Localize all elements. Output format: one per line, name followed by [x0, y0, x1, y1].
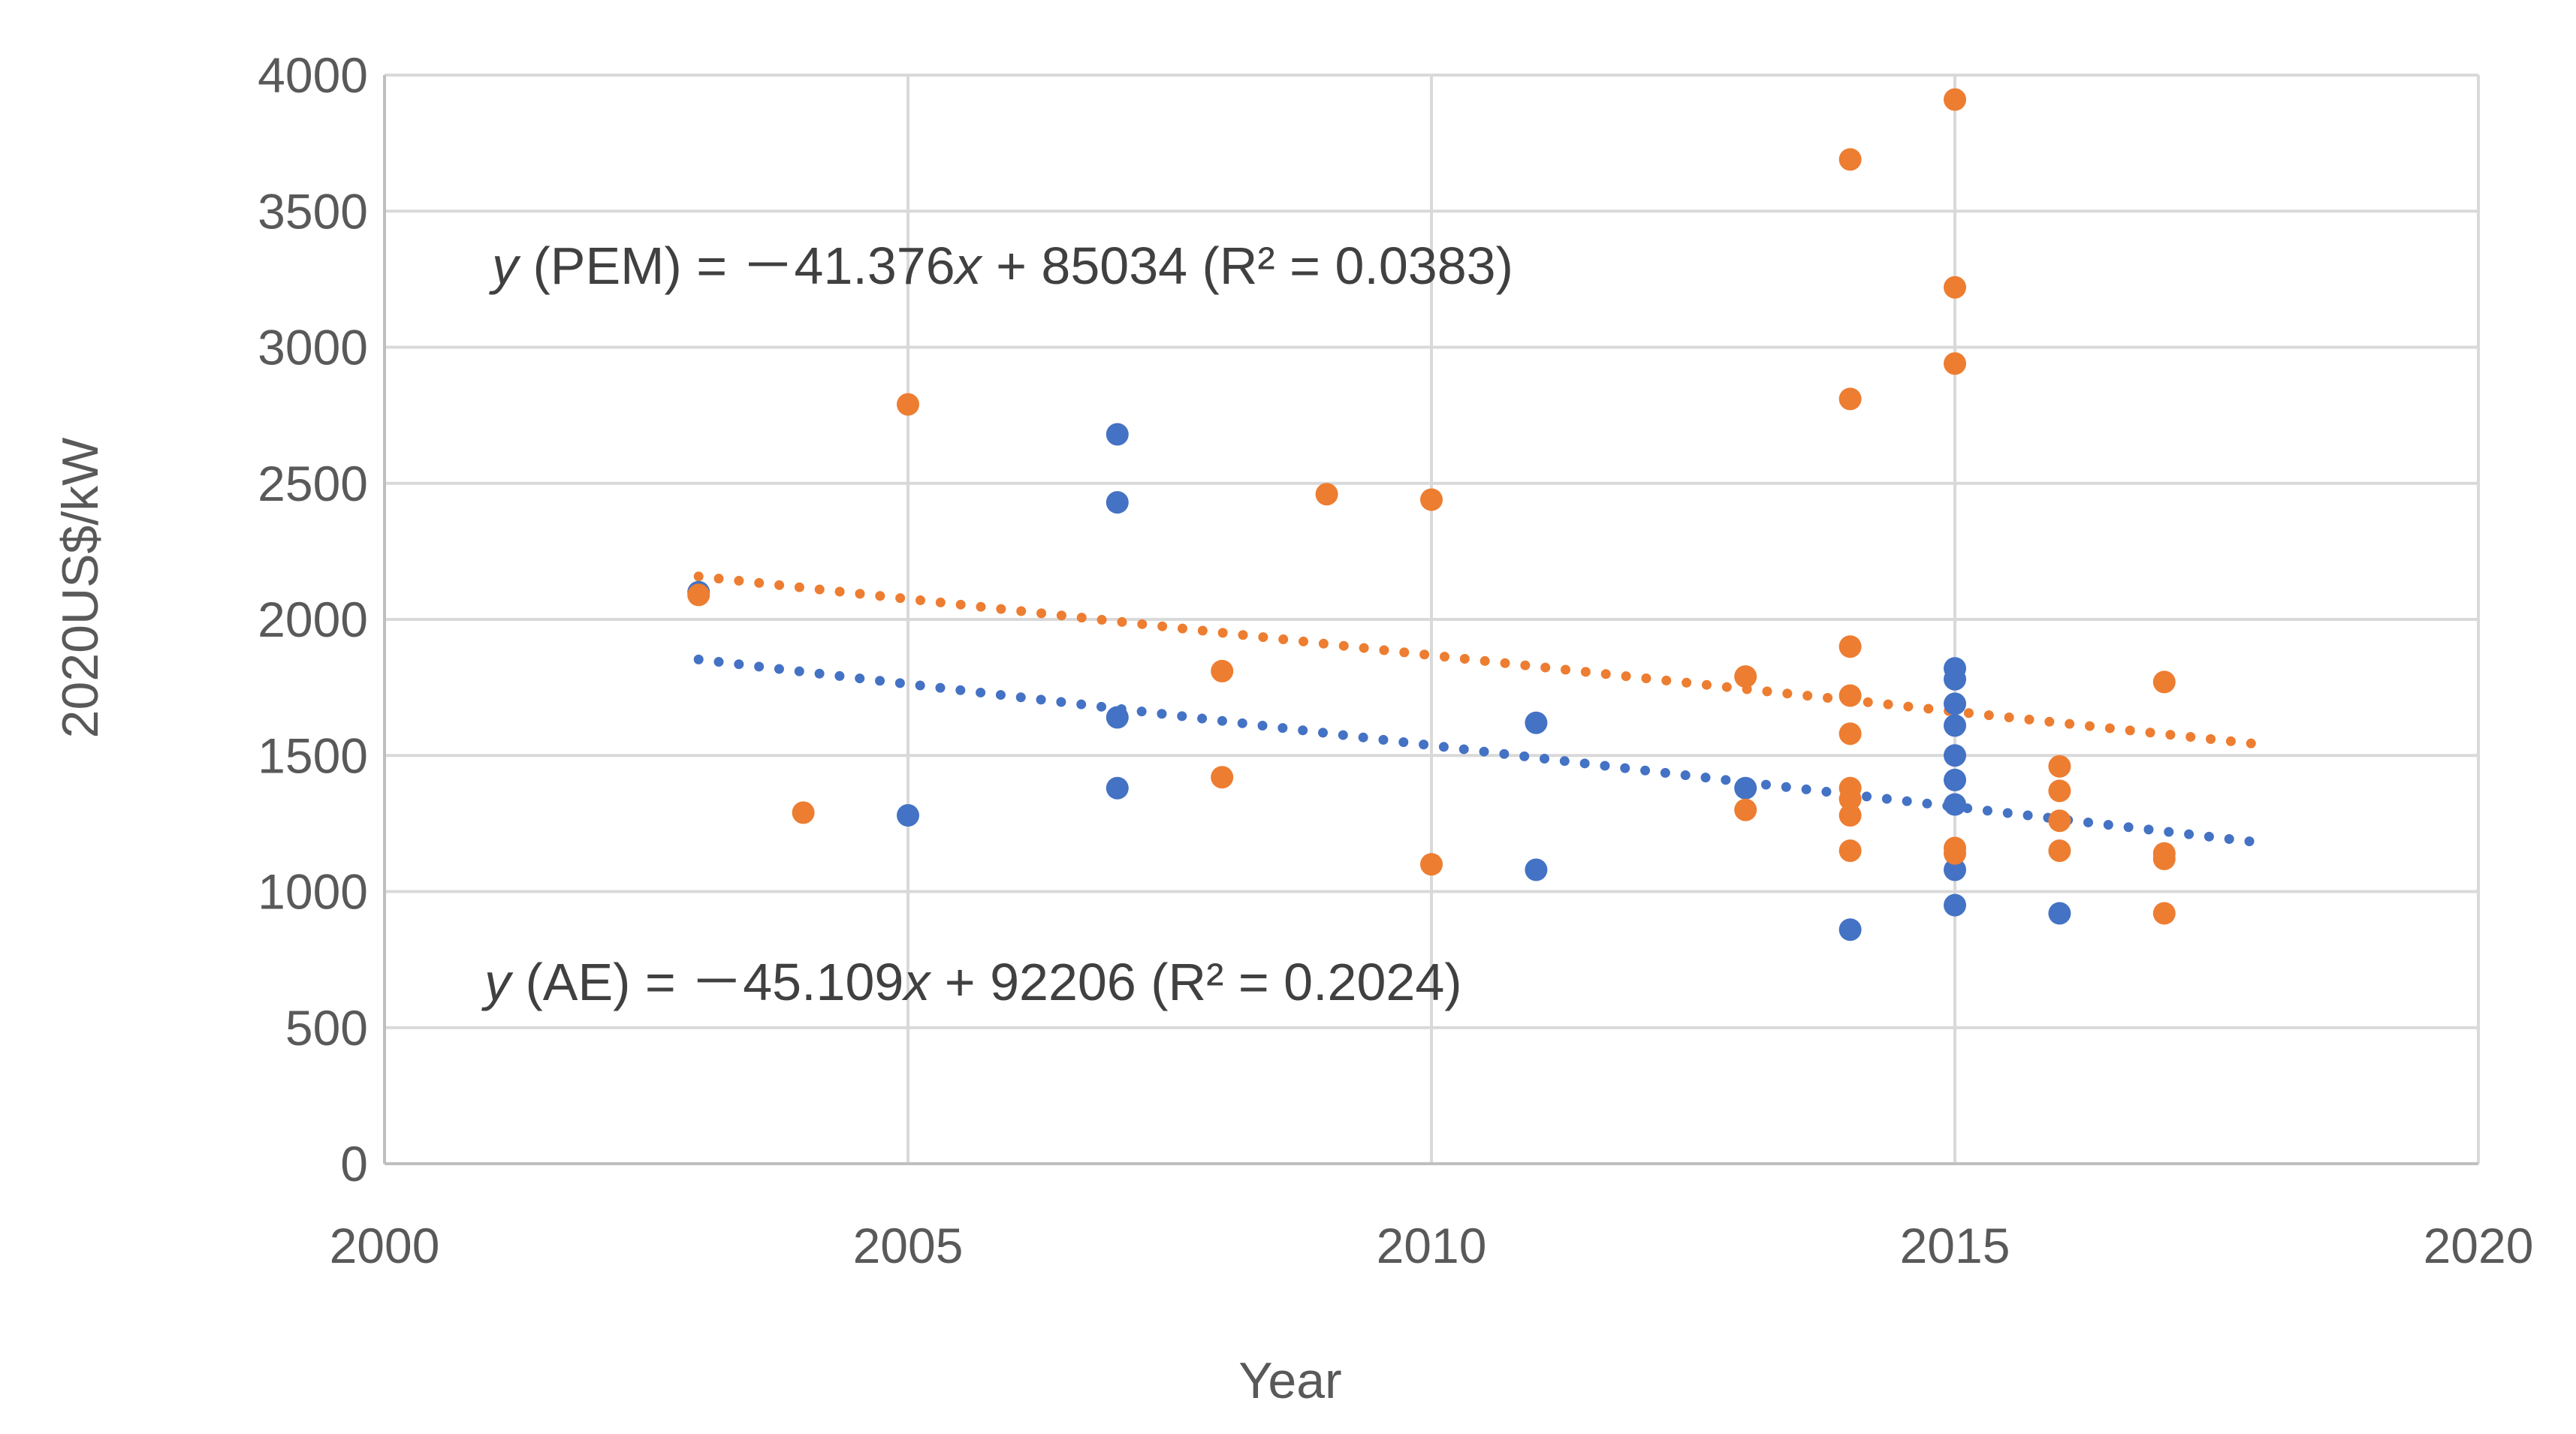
pem-data-point — [792, 801, 815, 824]
pem-data-point — [1838, 722, 1862, 746]
ae-equation-rest: + 92206 (R² = 0.2024) — [930, 953, 1461, 1011]
y-tick-label: 4000 — [258, 47, 368, 103]
pem-data-point — [1838, 387, 1862, 411]
ae-data-point — [1944, 667, 1966, 691]
pem-data-point — [1838, 635, 1862, 658]
pem-data-point — [1838, 684, 1862, 707]
pem-data-point — [1944, 88, 1966, 111]
ae-data-point — [1525, 711, 1548, 734]
ae-data-point — [1525, 858, 1548, 881]
y-tick-label: 1500 — [258, 728, 368, 783]
pem-data-point — [2152, 670, 2176, 694]
pem-data-point — [2152, 848, 2176, 870]
y-tick-label: 2500 — [258, 456, 368, 511]
ae-data-point — [2048, 902, 2071, 925]
data-points — [687, 88, 2176, 941]
pem-data-point — [687, 583, 710, 607]
pem-data-point — [1734, 798, 1757, 821]
pem-equation-x: x — [953, 236, 984, 295]
pem-data-point — [2048, 839, 2071, 863]
ae-equation-x: x — [901, 953, 932, 1011]
pem-equation-label: (PEM) = －41.376 — [518, 236, 955, 295]
ae-data-point — [1944, 793, 1966, 816]
y-tick-label: 500 — [285, 1000, 368, 1056]
pem-data-point — [2048, 755, 2071, 778]
pem-data-point — [897, 393, 919, 416]
pem-data-point — [1944, 352, 1966, 375]
y-tick-label: 2000 — [258, 592, 368, 647]
pem-data-point — [1838, 839, 1862, 863]
pem-data-point — [1838, 788, 1862, 811]
x-tick-label: 2000 — [330, 1218, 440, 1273]
ae-data-point — [1944, 744, 1966, 767]
ae-data-point — [1838, 918, 1862, 941]
ae-data-point — [897, 804, 919, 827]
ae-data-point — [1106, 776, 1129, 800]
ae-trendline — [693, 654, 2274, 849]
x-tick-label: 2010 — [1377, 1218, 1487, 1273]
ae-data-point — [1106, 706, 1129, 729]
pem-data-point — [2048, 809, 2071, 833]
ae-equation-y: y — [481, 953, 514, 1011]
ae-equation-label: (AE) = －45.109 — [511, 953, 903, 1011]
pem-data-point — [2152, 902, 2176, 925]
ae-data-point — [1734, 776, 1757, 800]
pem-data-point — [1211, 766, 1234, 789]
x-tick-label: 2015 — [1900, 1218, 2010, 1273]
pem-data-point — [1420, 488, 1443, 511]
ae-data-point — [1106, 491, 1129, 514]
pem-data-point — [1838, 148, 1862, 171]
tick-labels: 0 500 1000 1500 2000 2500 3000 3500 4000 2000 2005… — [258, 47, 2533, 1273]
pem-trendline — [693, 571, 2274, 751]
pem-data-point — [1944, 842, 1966, 865]
pem-equation-y: y — [489, 236, 521, 295]
ae-data-point — [1944, 768, 1966, 791]
ae-data-point — [1944, 692, 1966, 715]
y-tick-label: 3000 — [258, 320, 368, 375]
pem-data-point — [2048, 779, 2071, 803]
pem-data-point — [1420, 853, 1443, 876]
pem-data-point — [1734, 665, 1757, 688]
trendlines — [693, 571, 2274, 849]
y-tick-label: 0 — [340, 1136, 368, 1191]
ae-data-point — [1944, 714, 1966, 737]
pem-data-point — [1211, 659, 1234, 682]
pem-equation-rest: + 85034 (R² = 0.0383) — [982, 236, 1513, 295]
pem-data-point — [1838, 804, 1862, 827]
x-tick-label: 2020 — [2424, 1218, 2534, 1273]
pem-data-point — [1315, 483, 1338, 506]
gridlines — [383, 74, 2480, 1165]
ae-data-point — [1944, 893, 1966, 917]
y-tick-label: 3500 — [258, 183, 368, 239]
pem-data-point — [1944, 276, 1966, 299]
ae-trendline-equation: y (AE) = －45.109x + 92206 (R² = 0.2024) — [481, 953, 1462, 1011]
ae-data-point — [1944, 858, 1966, 881]
y-tick-label: 1000 — [258, 864, 368, 920]
x-tick-label: 2005 — [853, 1218, 964, 1273]
ae-data-point — [1106, 423, 1129, 446]
y-axis-title: 2020US$/kW — [52, 438, 109, 739]
pem-trendline-equation: y (PEM) = －41.376x + 85034 (R² = 0.0383) — [489, 236, 1513, 295]
x-axis-title: Year — [1238, 1352, 1341, 1409]
